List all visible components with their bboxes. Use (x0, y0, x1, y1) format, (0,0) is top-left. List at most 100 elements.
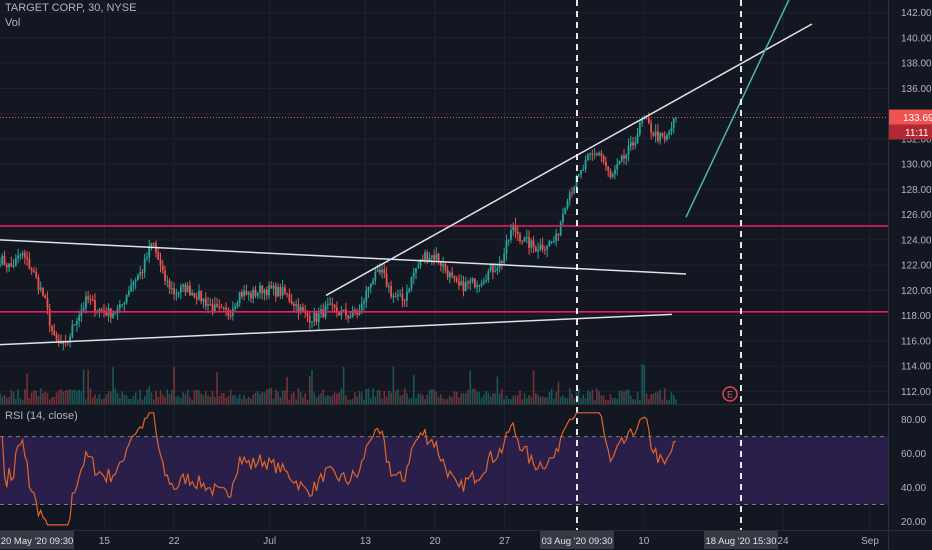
candle-body (23, 252, 26, 258)
volume-bar (620, 390, 623, 404)
candle-body (428, 257, 431, 261)
candle-body (485, 279, 487, 282)
candle-body (453, 275, 456, 278)
candle-body (372, 280, 374, 284)
volume-bar (155, 390, 157, 404)
volume-legend[interactable]: Vol (5, 17, 21, 29)
time-tick-label: 13 (360, 536, 372, 547)
earnings-marker-icon (722, 386, 738, 402)
volume-bar (611, 398, 614, 404)
volume-bar (53, 396, 56, 404)
candle-body (595, 153, 598, 155)
volume-bar (37, 396, 40, 404)
price-tick-label: 132.00 (901, 134, 932, 145)
candle-body (222, 307, 225, 309)
candle-body (627, 145, 630, 155)
candle-body (360, 303, 363, 311)
candle-body (602, 155, 605, 162)
candle-body (521, 240, 524, 242)
candle-body (670, 128, 673, 132)
candle-body (446, 269, 449, 278)
volume-bar (639, 399, 641, 404)
candle-body (48, 308, 51, 326)
candle-body (620, 155, 623, 161)
candle-body (331, 303, 334, 305)
candle-body (288, 294, 291, 302)
candle-body (184, 284, 187, 293)
volume-bar (652, 393, 655, 404)
candle-body (146, 257, 148, 259)
candle-body (189, 285, 191, 296)
price-tick-label: 136.00 (901, 84, 932, 95)
candle-body (130, 285, 133, 292)
earnings-marker-label: E (727, 390, 733, 400)
volume-bar (259, 394, 261, 404)
volume-bar (602, 395, 605, 404)
candle-body (496, 268, 499, 271)
rsi-tick-label: 20.00 (901, 517, 926, 528)
candle-body (349, 316, 352, 319)
time-badge-start (0, 531, 74, 549)
candle-body (616, 164, 619, 170)
rsi-legend[interactable]: RSI (14, close) (5, 410, 78, 422)
volume-bar (645, 393, 648, 404)
candle-body (116, 308, 119, 313)
candle-body (256, 292, 259, 296)
candle-body (26, 257, 29, 259)
volume-bar (591, 389, 594, 404)
candle-body (347, 315, 350, 319)
candle-body (523, 237, 526, 242)
candle-body (322, 309, 325, 317)
candle-body (586, 154, 589, 161)
volume-bar (582, 394, 585, 404)
candle-body (313, 312, 316, 322)
volume-bar (568, 388, 571, 404)
volume-bar (26, 373, 28, 404)
candle-body (293, 303, 295, 306)
volume-bar (580, 398, 582, 404)
candle-body (333, 304, 336, 308)
candle-body (342, 309, 345, 311)
candle-body (279, 287, 282, 296)
candle-body (317, 313, 320, 323)
volume-bar (60, 389, 62, 404)
candle-body (528, 236, 530, 248)
volume-bar (399, 395, 401, 404)
candle-body (507, 239, 510, 241)
candle-body (482, 281, 485, 284)
volume-bar (609, 394, 612, 404)
volume-bar (607, 399, 609, 404)
volume-bar (57, 390, 60, 404)
candle-body (573, 187, 576, 193)
candle-body (177, 292, 180, 294)
volume-bar (496, 376, 499, 404)
candle-body (114, 312, 117, 314)
volume-bar (632, 399, 634, 404)
candle-body (659, 133, 662, 141)
volume-bar (528, 395, 530, 404)
volume-bar (139, 389, 141, 404)
candle-body (168, 280, 171, 289)
volume-bar (458, 397, 460, 404)
volume-bar (166, 389, 169, 404)
volume-bar (523, 393, 526, 404)
volume-bar (44, 391, 47, 404)
candle-body (401, 293, 404, 301)
candle-body (512, 225, 515, 230)
volume-bar (541, 396, 544, 404)
candle-body (378, 269, 381, 273)
volume-bar (69, 388, 71, 404)
candle-body (286, 293, 289, 295)
volume-bar (535, 393, 537, 404)
volume-bar (376, 389, 379, 404)
candle-body (78, 315, 81, 322)
candle-body (376, 269, 379, 272)
candle-body (0, 264, 1, 266)
candle-body (369, 283, 372, 288)
volume-bar (498, 393, 501, 404)
volume-bar (469, 370, 472, 404)
volume-bar (446, 398, 449, 404)
symbol-title[interactable]: TARGET CORP, 30, NYSE (5, 2, 137, 14)
